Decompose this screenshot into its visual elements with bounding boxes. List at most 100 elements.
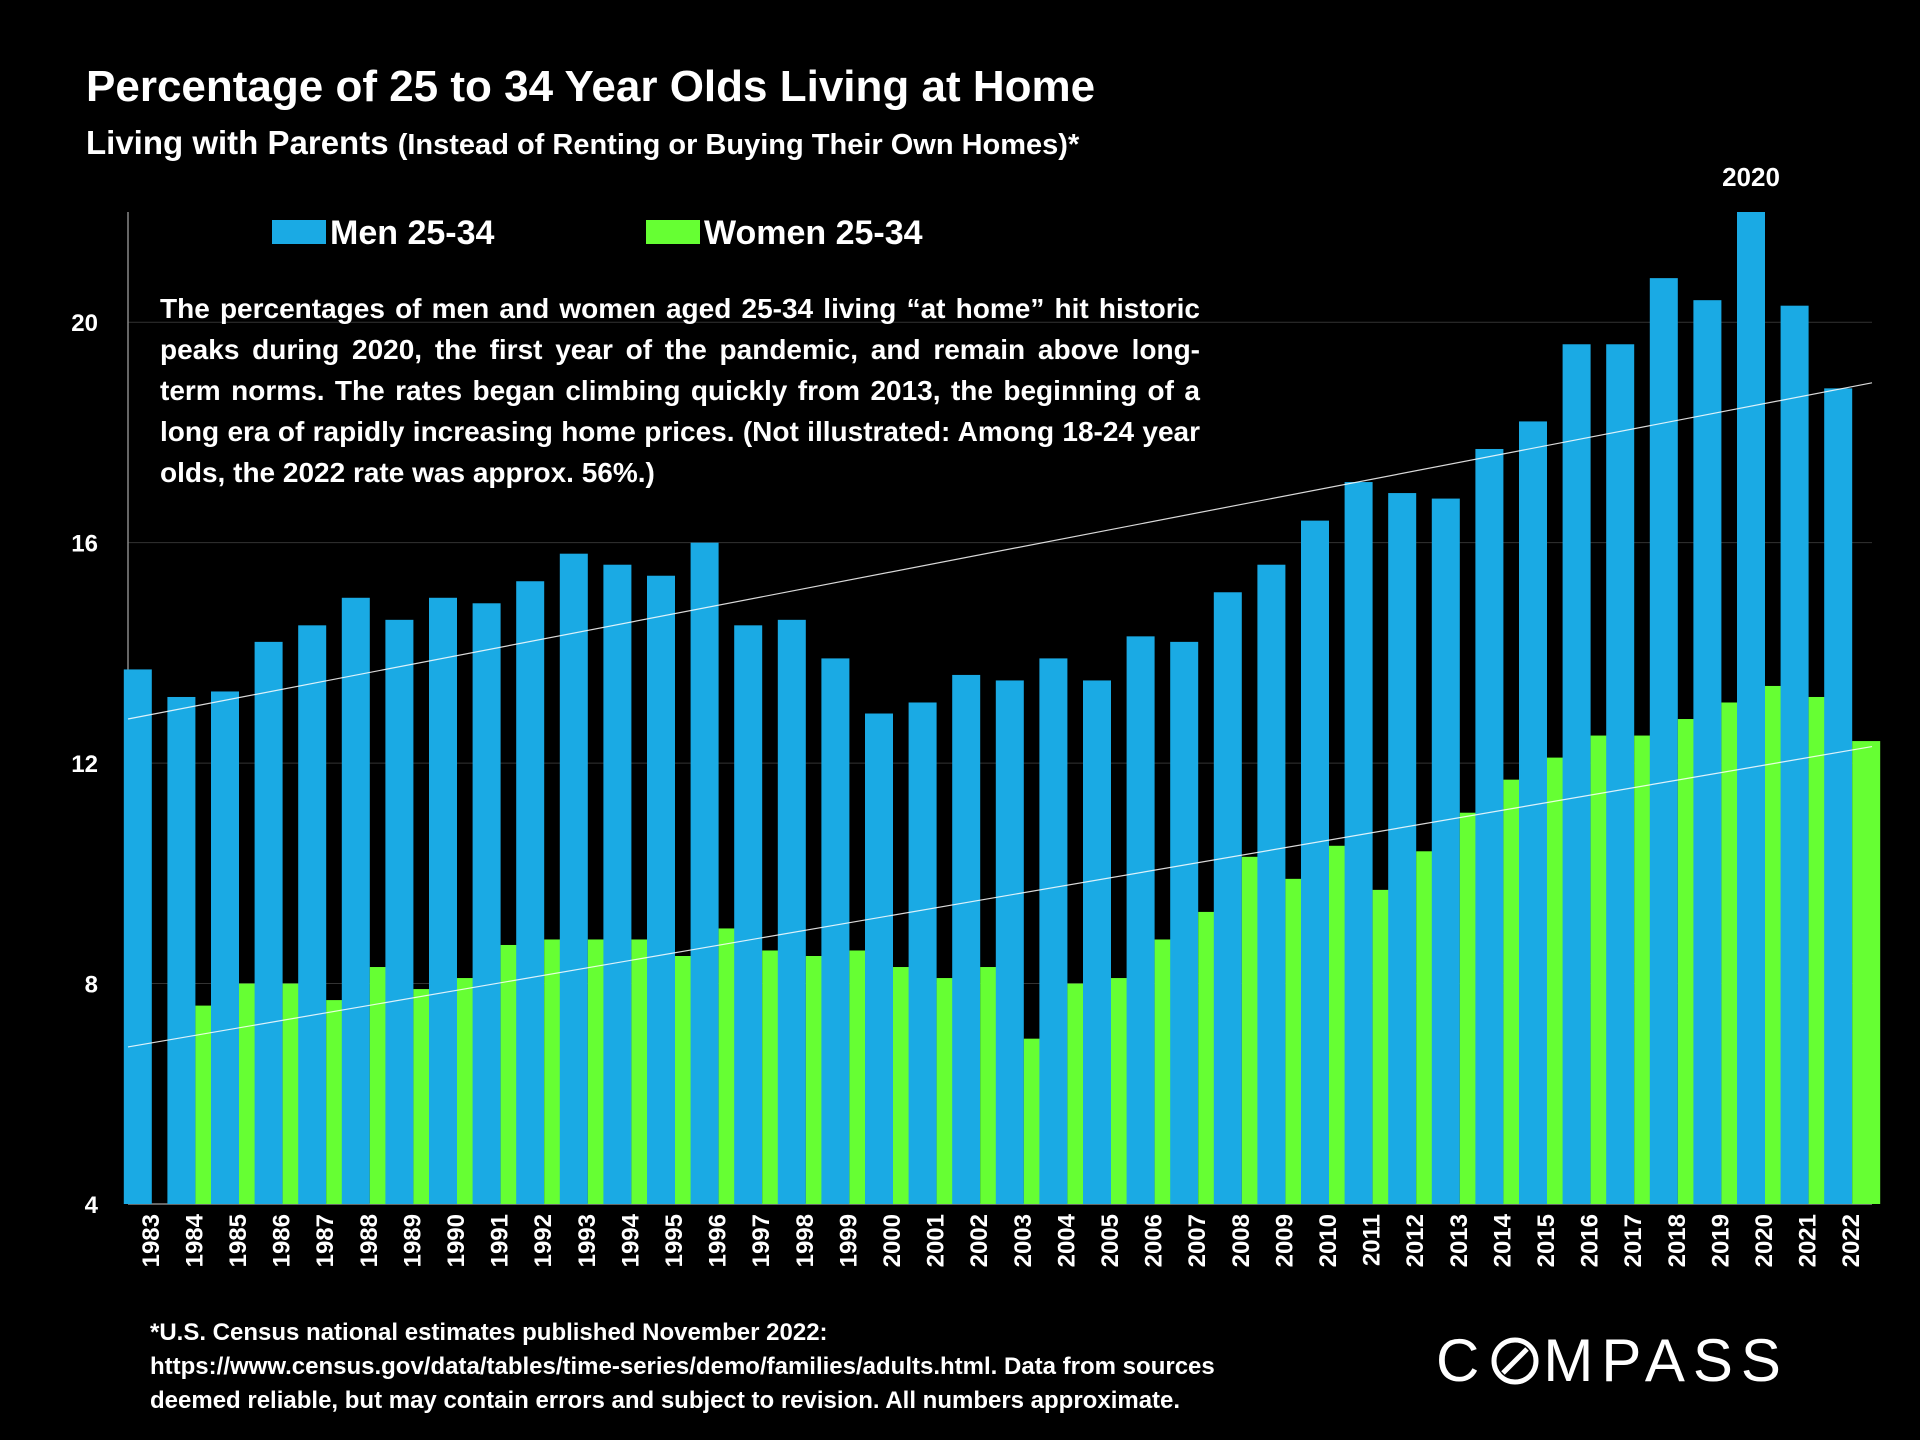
bar-men-2008 <box>1213 592 1242 1204</box>
bar-men-2000 <box>865 713 893 1204</box>
x-tick-label-2021: 2021 <box>1795 1214 1822 1267</box>
x-tick-label-2005: 2005 <box>1097 1214 1124 1267</box>
bar-annotation-2020: 2020 <box>1722 162 1780 192</box>
logo-text-end: MPASS <box>1543 1327 1789 1394</box>
logo-circle-icon <box>1491 1337 1539 1384</box>
bar-men-1988 <box>341 597 370 1204</box>
x-tick-label-1984: 1984 <box>181 1213 208 1267</box>
bar-men-2005 <box>1083 680 1111 1204</box>
bar-women-2022 <box>1852 741 1881 1204</box>
bar-men-2003 <box>995 680 1024 1204</box>
y-tick-label: 20 <box>71 310 98 337</box>
x-tick-label-2007: 2007 <box>1184 1214 1211 1267</box>
trendline-women <box>127 745 1873 1048</box>
bar-men-2016 <box>1562 344 1591 1204</box>
bar-men-1989 <box>385 619 414 1204</box>
bar-men-2013 <box>1431 498 1460 1205</box>
bar-men-1986 <box>254 641 283 1204</box>
bar-men-1984 <box>167 696 196 1204</box>
x-tick-label-2011: 2011 <box>1359 1214 1386 1266</box>
x-tick-label-2004: 2004 <box>1053 1213 1080 1267</box>
bar-men-2017 <box>1606 344 1635 1204</box>
compass-logo: C MPASS <box>1436 1326 1789 1395</box>
bar-men-1990 <box>429 597 457 1204</box>
x-tick-label-2001: 2001 <box>923 1214 950 1267</box>
bar-men-2011 <box>1344 482 1373 1204</box>
bar-men-1992 <box>516 581 545 1204</box>
x-tick-label-2012: 2012 <box>1402 1214 1429 1267</box>
bar-men-2001 <box>908 702 937 1204</box>
bar-men-1994 <box>603 564 632 1204</box>
x-tick-label-2022: 2022 <box>1838 1214 1865 1267</box>
legend-label-men: Men 25-34 <box>330 214 494 252</box>
subtitle-parenthetical: (Instead of Renting or Buying Their Own … <box>397 129 1080 161</box>
x-tick-label-1989: 1989 <box>399 1214 426 1267</box>
x-tick-label-1986: 1986 <box>269 1214 296 1267</box>
bar-men-2018 <box>1649 278 1678 1205</box>
chart-title: Percentage of 25 to 34 Year Olds Living … <box>86 62 1096 111</box>
trendline-men <box>127 382 1873 720</box>
y-tick-label: 16 <box>71 531 98 558</box>
x-tick-label-1994: 1994 <box>617 1213 644 1267</box>
footnote-line-3: deemed reliable, but may contain errors … <box>150 1387 1181 1414</box>
subtitle-main: Living with Parents <box>86 124 389 161</box>
bar-men-2012 <box>1388 493 1417 1205</box>
x-tick-label-2002: 2002 <box>966 1214 993 1267</box>
chart-annotation: The percentages of men and women aged 25… <box>160 293 1200 488</box>
legend-swatch-men <box>272 220 326 244</box>
bar-men-2022 <box>1824 388 1853 1204</box>
x-tick-label-2015: 2015 <box>1533 1214 1560 1267</box>
x-tick-label-1993: 1993 <box>574 1214 601 1267</box>
x-tick-label-2017: 2017 <box>1620 1214 1647 1267</box>
footnote-line-2: https://www.census.gov/data/tables/time-… <box>150 1353 1215 1380</box>
bar-men-1997 <box>734 625 763 1204</box>
bar-men-1991 <box>472 603 501 1204</box>
source-footnote: *U.S. Census national estimates publishe… <box>150 1316 1215 1418</box>
x-tick-label-1988: 1988 <box>356 1214 383 1267</box>
bar-men-1985 <box>211 691 239 1204</box>
x-tick-label-2010: 2010 <box>1315 1214 1342 1267</box>
bar-men-2006 <box>1126 636 1155 1204</box>
bar-men-1987 <box>298 625 327 1204</box>
x-tick-label-2008: 2008 <box>1228 1214 1255 1267</box>
bar-men-2009 <box>1257 564 1286 1204</box>
bar-men-1995 <box>647 575 675 1204</box>
y-tick-label: 8 <box>85 972 98 999</box>
y-tick-label: 12 <box>71 751 98 778</box>
bar-men-1999 <box>821 658 850 1204</box>
x-tick-label-1987: 1987 <box>312 1214 339 1267</box>
bar-men-2020 <box>1737 212 1765 1204</box>
bar-men-2021 <box>1780 305 1809 1204</box>
x-tick-label-1995: 1995 <box>661 1214 688 1267</box>
x-tick-label-1997: 1997 <box>748 1214 775 1267</box>
x-tick-label-2014: 2014 <box>1489 1213 1516 1267</box>
bar-men-2014 <box>1475 448 1504 1204</box>
bar-men-2004 <box>1039 658 1068 1204</box>
footnote-line-1: *U.S. Census national estimates publishe… <box>150 1319 828 1346</box>
bar-men-1998 <box>777 619 806 1204</box>
bar-men-1993 <box>559 553 588 1204</box>
x-tick-label-2003: 2003 <box>1010 1214 1037 1267</box>
chart-subtitle: Living with Parents (Instead of Renting … <box>86 124 1079 162</box>
x-tick-label-1985: 1985 <box>225 1214 252 1267</box>
bar-men-2015 <box>1519 421 1547 1204</box>
x-tick-label-2013: 2013 <box>1446 1214 1473 1267</box>
x-tick-label-2000: 2000 <box>879 1214 906 1267</box>
legend-swatch-women <box>646 220 700 244</box>
x-tick-label-1998: 1998 <box>792 1214 819 1267</box>
legend-label-women: Women 25-34 <box>704 214 923 252</box>
y-tick-label: 4 <box>85 1192 99 1219</box>
x-tick-label-2006: 2006 <box>1141 1214 1168 1267</box>
bar-men-1996 <box>690 542 719 1204</box>
x-tick-label-2019: 2019 <box>1707 1214 1734 1267</box>
x-tick-label-1990: 1990 <box>443 1214 470 1267</box>
x-tick-label-2018: 2018 <box>1664 1214 1691 1267</box>
x-tick-label-1983: 1983 <box>138 1214 165 1267</box>
bar-men-2010 <box>1301 520 1329 1204</box>
bar-men-2019 <box>1693 300 1722 1205</box>
x-tick-label-2009: 2009 <box>1271 1214 1298 1267</box>
x-tick-label-1999: 1999 <box>835 1214 862 1267</box>
bar-men-2007 <box>1170 641 1199 1204</box>
x-tick-label-2020: 2020 <box>1751 1214 1778 1267</box>
x-tick-label-1992: 1992 <box>530 1214 557 1267</box>
